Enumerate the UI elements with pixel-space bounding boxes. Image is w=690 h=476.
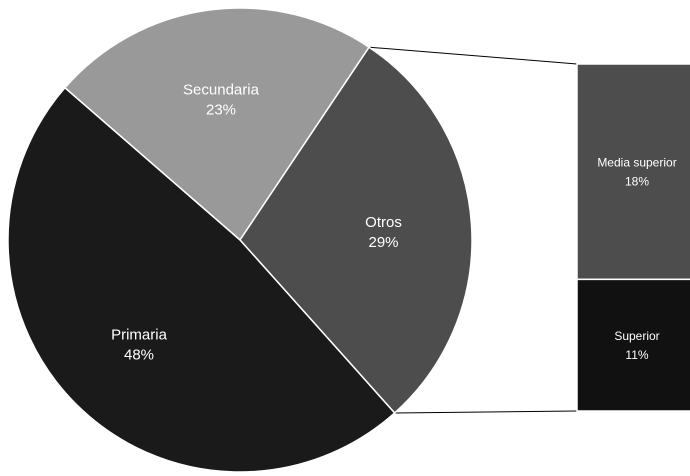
bar-segment-superior: [576, 278, 690, 412]
pie-value-secundaria: 23%: [206, 101, 236, 118]
pie-label-primaria: Primaria: [111, 326, 167, 343]
pie: [7, 7, 473, 473]
pie-slice-otros: [239, 46, 473, 415]
pie-label-otros: Otros: [365, 214, 402, 231]
bar-label-media-superior: Media superior: [597, 156, 676, 170]
data-labels: Secundaria 23% Otros 29% Primaria 48% Media su…: [111, 81, 677, 363]
bar-value-superior: 11%: [625, 348, 648, 362]
pie-value-primaria: 48%: [124, 346, 154, 363]
connector-lines: [369, 46, 578, 414]
pie-slice-primaria: [7, 86, 396, 473]
connector-line-bottom: [394, 410, 578, 414]
bar-label-superior: Superior: [614, 329, 659, 343]
pie-label-secundaria: Secundaria: [183, 81, 260, 98]
pie-value-otros: 29%: [368, 234, 398, 251]
bar-segment-media-superior: [576, 63, 690, 281]
connector-line-top: [369, 46, 578, 65]
pie-slice-secundaria: [63, 7, 371, 242]
bar-value-media-superior: 18%: [625, 175, 649, 189]
stacked-bar: [576, 63, 690, 412]
